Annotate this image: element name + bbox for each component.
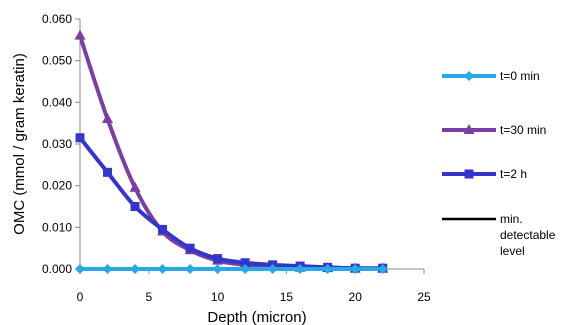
data-point xyxy=(213,254,223,264)
series-0 xyxy=(75,264,388,274)
y-tick-label: 0.010 xyxy=(42,220,72,234)
y-tick-label: 0.020 xyxy=(42,179,72,193)
data-point xyxy=(75,133,85,143)
data-point xyxy=(240,258,250,268)
data-point xyxy=(74,29,86,40)
axes: 0.000 0.010 0.020 0.030 0.040 0.050 0.060 0 5 10 1… xyxy=(42,12,431,304)
legend-swatch-marker xyxy=(463,124,475,134)
data-point xyxy=(377,264,388,274)
data-point xyxy=(157,264,168,274)
series-1 xyxy=(74,29,389,273)
y-tick-label: 0.000 xyxy=(42,262,72,276)
x-tick-label: 25 xyxy=(417,290,431,304)
y-tick-label: 0.060 xyxy=(42,12,72,26)
legend-item: t=0 min xyxy=(442,69,540,83)
data-point xyxy=(185,264,196,274)
data-point xyxy=(103,167,113,177)
data-point xyxy=(102,113,114,123)
y-axis-title: OMC (mmol / gram keratin) xyxy=(11,53,28,235)
legend-item: t=30 min xyxy=(442,123,546,137)
legend-label: t=30 min xyxy=(500,123,546,137)
legend: t=0 min t=30 min t=2 h min. detectable level xyxy=(442,69,556,258)
data-point xyxy=(75,264,85,274)
x-tick-label: 20 xyxy=(349,290,363,304)
legend-item: min. detectable level xyxy=(442,212,556,258)
x-tick-label: 5 xyxy=(145,290,152,304)
data-point xyxy=(129,181,141,192)
legend-label: detectable xyxy=(500,228,556,242)
data-point xyxy=(130,264,141,274)
data-point xyxy=(158,224,168,234)
series-line xyxy=(78,136,383,271)
data-point xyxy=(212,264,223,274)
legend-label: t=0 min xyxy=(500,69,540,83)
data-point xyxy=(185,243,195,253)
series-line xyxy=(78,35,383,271)
legend-label: level xyxy=(500,244,525,258)
y-tick-label: 0.040 xyxy=(42,95,72,109)
legend-label: min. xyxy=(500,212,523,226)
data-point xyxy=(295,264,306,274)
legend-item: t=2 h xyxy=(442,167,527,181)
x-tick-label: 0 xyxy=(77,290,84,304)
data-point xyxy=(322,264,333,274)
x-tick-label: 15 xyxy=(280,290,294,304)
x-tick-label: 10 xyxy=(211,290,225,304)
legend-swatch-marker xyxy=(464,169,474,179)
y-tick-label: 0.030 xyxy=(42,137,72,151)
data-point xyxy=(102,264,113,274)
legend-label: t=2 h xyxy=(500,167,527,181)
data-point xyxy=(240,264,251,274)
x-axis-title: Depth (micron) xyxy=(207,309,306,325)
y-tick-label: 0.050 xyxy=(42,54,72,68)
legend-swatch-marker xyxy=(464,71,474,81)
data-point xyxy=(267,264,278,274)
data-point xyxy=(130,202,140,211)
series-layer xyxy=(74,29,389,274)
data-point xyxy=(350,264,361,274)
